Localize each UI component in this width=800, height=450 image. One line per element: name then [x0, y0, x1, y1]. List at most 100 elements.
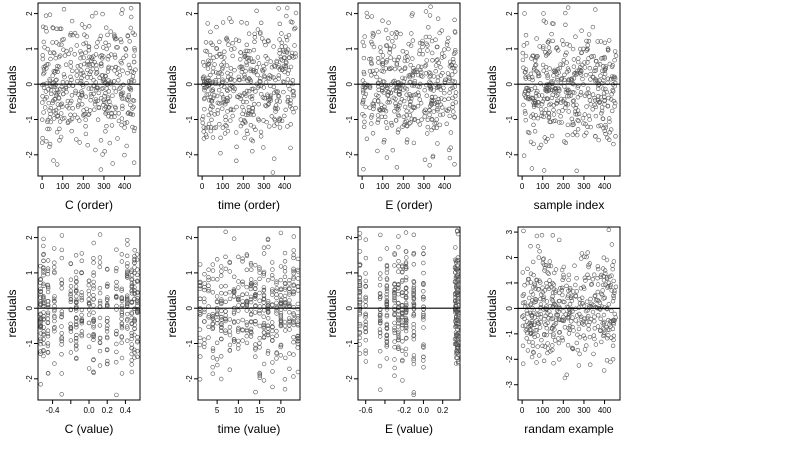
- data-point: [565, 315, 570, 320]
- data-point: [237, 77, 242, 83]
- data-point: [79, 102, 85, 107]
- data-point: [384, 246, 390, 251]
- data-point: [205, 21, 210, 26]
- data-point: [425, 117, 430, 123]
- data-point: [288, 80, 293, 86]
- data-point: [201, 129, 206, 134]
- data-point: [135, 290, 140, 296]
- data-point: [59, 309, 64, 314]
- data-point: [91, 270, 96, 275]
- data-point: [227, 332, 233, 338]
- data-point: [598, 73, 603, 78]
- data-point: [91, 293, 96, 298]
- data-point: [529, 301, 534, 306]
- data-point: [291, 255, 296, 261]
- data-point: [452, 292, 458, 297]
- data-point: [533, 297, 539, 302]
- data-point: [57, 53, 63, 58]
- data-point: [592, 95, 597, 101]
- data-point: [611, 278, 616, 284]
- scatter-points: [39, 5, 138, 172]
- data-point: [244, 252, 250, 257]
- y-tick-label: -2: [185, 375, 194, 383]
- data-point: [385, 100, 390, 105]
- x-tick-label: 0.0: [83, 406, 95, 415]
- data-point: [41, 236, 46, 242]
- data-point: [236, 327, 241, 332]
- data-point: [40, 135, 45, 141]
- data-point: [291, 340, 296, 345]
- data-point: [384, 283, 390, 288]
- data-point: [68, 307, 74, 312]
- data-point: [447, 155, 453, 161]
- data-point: [601, 368, 607, 373]
- data-point: [402, 66, 407, 72]
- data-point: [549, 296, 555, 302]
- data-point: [278, 321, 284, 327]
- data-point: [41, 251, 46, 257]
- data-point: [253, 354, 258, 359]
- data-point: [56, 42, 62, 47]
- data-point: [455, 258, 460, 263]
- data-point: [425, 131, 430, 136]
- data-point: [544, 70, 549, 76]
- data-point: [524, 319, 530, 324]
- data-point: [560, 38, 565, 43]
- data-point: [241, 99, 246, 105]
- data-point: [212, 62, 217, 67]
- data-point: [219, 308, 224, 314]
- data-point: [74, 43, 80, 48]
- data-point: [221, 60, 226, 65]
- x-axis-title: time (value): [218, 422, 281, 436]
- data-point: [607, 322, 612, 327]
- data-point: [96, 104, 102, 110]
- data-point: [407, 112, 413, 118]
- data-point: [288, 64, 294, 70]
- data-point: [524, 40, 530, 46]
- data-point: [74, 73, 80, 78]
- y-tick-label: 2: [345, 11, 354, 16]
- data-point: [434, 125, 439, 131]
- data-point: [596, 99, 602, 105]
- data-point: [428, 71, 433, 76]
- data-point: [384, 356, 389, 361]
- data-point: [41, 67, 47, 72]
- data-point: [452, 265, 458, 270]
- data-point: [442, 47, 447, 52]
- data-point: [236, 74, 242, 80]
- data-point: [396, 315, 401, 320]
- data-point: [370, 101, 375, 106]
- data-point: [257, 290, 262, 296]
- data-point: [384, 155, 390, 160]
- data-point: [207, 52, 213, 58]
- data-point: [73, 88, 78, 94]
- data-point: [267, 124, 272, 129]
- data-point: [601, 312, 607, 318]
- x-tick-label: -0.6: [359, 406, 373, 415]
- data-point: [555, 312, 560, 318]
- data-point: [118, 37, 123, 42]
- data-point: [261, 335, 267, 340]
- data-point: [252, 31, 257, 37]
- data-point: [592, 293, 598, 298]
- data-point: [612, 57, 617, 63]
- data-point: [270, 369, 275, 374]
- data-point: [363, 338, 368, 343]
- data-point: [91, 369, 96, 374]
- data-point: [525, 266, 530, 271]
- data-point: [550, 294, 555, 299]
- data-point: [219, 336, 224, 341]
- data-point: [583, 72, 589, 78]
- data-point: [119, 334, 125, 339]
- data-point: [384, 43, 390, 48]
- data-point: [272, 105, 278, 111]
- data-point: [534, 328, 539, 333]
- data-point: [581, 286, 587, 291]
- data-point: [236, 295, 241, 300]
- data-point: [392, 365, 397, 371]
- data-point: [524, 330, 530, 336]
- data-point: [357, 335, 362, 341]
- data-point: [412, 116, 418, 122]
- data-point: [104, 86, 109, 91]
- data-point: [455, 293, 460, 298]
